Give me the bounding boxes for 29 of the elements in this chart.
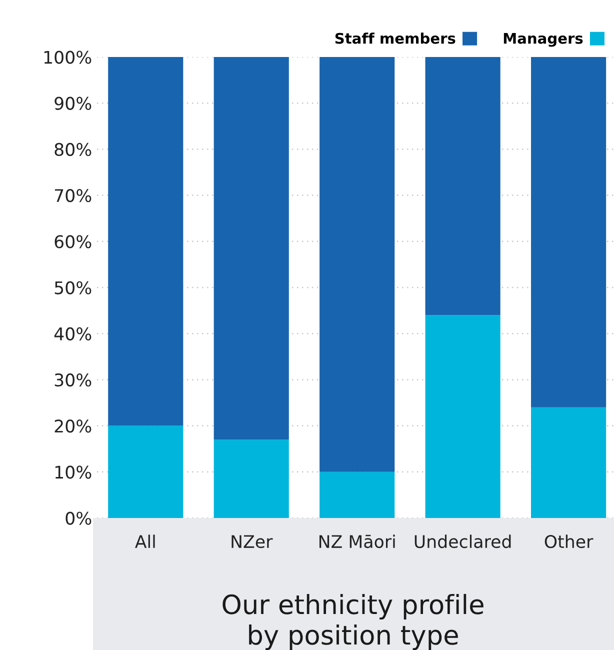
x-tick-label: NZer — [232, 535, 273, 548]
y-tick-label: 100% — [44, 50, 92, 64]
legend-label: Staff members — [335, 32, 456, 44]
bar — [108, 426, 184, 518]
y-tick-label: 40% — [54, 327, 92, 340]
legend-label: Managers — [504, 33, 583, 47]
x-tick-label: NZ Māori — [319, 534, 395, 548]
bar — [531, 57, 606, 408]
bar — [320, 472, 395, 518]
text: Our ethnicity profile by position type — [222, 594, 484, 650]
y-tick-label: 70% — [54, 189, 92, 202]
bar — [531, 407, 606, 518]
y-tick-label: 50% — [54, 281, 92, 294]
x-tick-label: Undeclared — [414, 534, 511, 548]
bar — [320, 57, 395, 472]
x-tick-label: All — [135, 534, 155, 548]
y-tick-label: 20% — [54, 420, 92, 433]
x-tick-label: Other — [544, 534, 594, 548]
y-tick-label: 10% — [55, 466, 92, 479]
y-tick-label: 60% — [54, 235, 92, 248]
bar — [214, 57, 289, 440]
bar — [425, 57, 500, 316]
bar — [425, 315, 500, 518]
y-tick-label: 30% — [54, 373, 92, 387]
y-tick-label: 90% — [54, 96, 92, 110]
y-tick-label: 0% — [66, 512, 92, 525]
bar — [108, 57, 184, 426]
bar — [214, 440, 289, 518]
y-tick-label: 80% — [54, 142, 92, 156]
